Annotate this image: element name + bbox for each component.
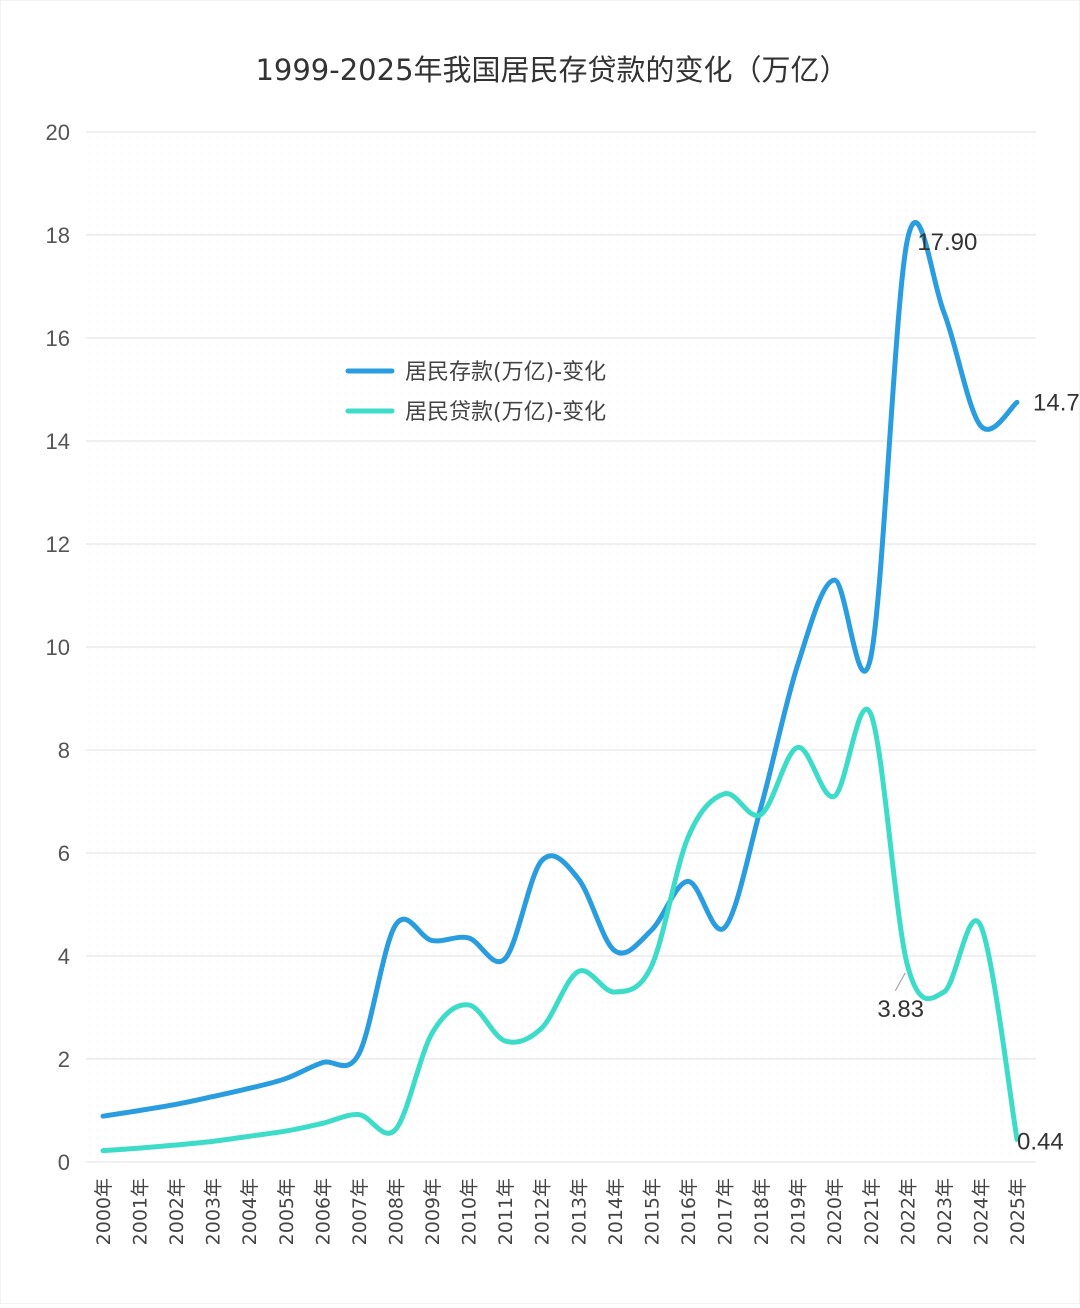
y-tick-label: 4 <box>58 944 70 969</box>
x-tick-label: 2012年 <box>532 1178 554 1245</box>
x-tick-label: 2010年 <box>459 1178 481 1245</box>
legend: 居民存款(万亿)-变化 居民贷款(万亿)-变化 <box>345 360 606 425</box>
x-tick-label: 2019年 <box>788 1178 810 1245</box>
x-tick-label: 2020年 <box>824 1178 846 1245</box>
x-tick-label: 2001年 <box>130 1178 152 1245</box>
data-label: 0.44 <box>1017 1128 1064 1155</box>
data-label-leader <box>894 972 906 991</box>
y-tick-label: 2 <box>58 1047 70 1072</box>
x-tick-label: 2016年 <box>678 1178 700 1245</box>
x-tick-label: 2008年 <box>385 1178 407 1245</box>
x-tick-label: 2017年 <box>715 1178 737 1245</box>
y-tick-label: 14 <box>46 429 70 454</box>
x-tick-label: 2024年 <box>970 1178 992 1245</box>
x-tick-label: 2015年 <box>641 1178 663 1245</box>
x-tick-label: 2013年 <box>568 1178 590 1245</box>
series-line-0 <box>100 219 1020 1119</box>
legend-label-loans: 居民贷款(万亿)-变化 <box>405 400 606 425</box>
x-tick-label: 2005年 <box>276 1178 298 1245</box>
x-tick-label: 2004年 <box>239 1178 261 1245</box>
data-label: 14.75 <box>1033 389 1080 416</box>
series-line-1 <box>100 707 1020 1154</box>
x-tick-label: 2000年 <box>93 1178 115 1245</box>
x-tick-label: 2009年 <box>422 1178 444 1245</box>
y-tick-label: 18 <box>46 223 70 248</box>
x-tick-label: 2023年 <box>934 1178 956 1245</box>
chart-title: 1999-2025年我国居民存贷款的变化（万亿） <box>255 53 848 87</box>
x-tick-label: 2003年 <box>203 1178 225 1245</box>
y-tick-label: 12 <box>46 532 70 557</box>
y-tick-label: 20 <box>46 120 70 145</box>
x-tick-label: 2002年 <box>166 1178 188 1245</box>
x-tick-label: 2014年 <box>605 1178 627 1245</box>
data-label: 17.90 <box>917 229 977 256</box>
x-tick-label: 2007年 <box>349 1178 371 1245</box>
legend-label-deposits: 居民存款(万亿)-变化 <box>405 360 606 385</box>
y-tick-label: 16 <box>46 326 70 351</box>
y-tick-label: 8 <box>58 738 70 763</box>
y-tick-label: 10 <box>46 635 70 660</box>
x-tick-label: 2025年 <box>1007 1178 1029 1245</box>
x-tick-label: 2011年 <box>495 1178 517 1245</box>
y-tick-label: 6 <box>58 841 70 866</box>
x-tick-label: 2018年 <box>751 1178 773 1245</box>
x-tick-label: 2021年 <box>861 1178 883 1245</box>
x-tick-label: 2022年 <box>897 1178 919 1245</box>
data-label: 3.83 <box>877 996 924 1023</box>
y-tick-label: 0 <box>58 1150 70 1175</box>
x-tick-label: 2006年 <box>312 1178 334 1245</box>
